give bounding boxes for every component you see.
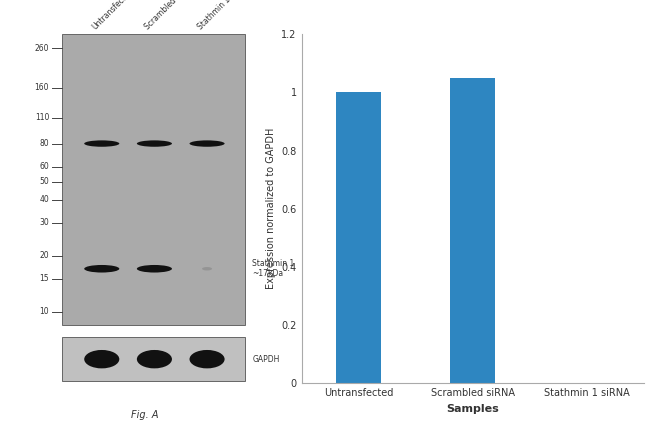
Text: 20: 20 bbox=[40, 251, 49, 260]
Ellipse shape bbox=[84, 350, 120, 368]
Text: 50: 50 bbox=[40, 177, 49, 186]
Text: GAPDH: GAPDH bbox=[252, 355, 280, 364]
Text: Fig. A: Fig. A bbox=[131, 410, 158, 420]
Bar bbox=[336, 92, 382, 383]
Text: Untransfected: Untransfected bbox=[90, 0, 135, 31]
Ellipse shape bbox=[190, 140, 225, 147]
Text: 60: 60 bbox=[40, 162, 49, 171]
Text: 10: 10 bbox=[40, 307, 49, 316]
Ellipse shape bbox=[137, 350, 172, 368]
Ellipse shape bbox=[190, 350, 225, 368]
Ellipse shape bbox=[202, 267, 212, 271]
Ellipse shape bbox=[137, 265, 172, 273]
Text: Scrambled siRNA: Scrambled siRNA bbox=[143, 0, 196, 31]
Text: 110: 110 bbox=[34, 113, 49, 122]
Text: Stathmin 1
~17kDa: Stathmin 1 ~17kDa bbox=[252, 259, 294, 279]
Y-axis label: Expression normalized to GAPDH: Expression normalized to GAPDH bbox=[266, 128, 276, 289]
Ellipse shape bbox=[137, 140, 172, 147]
Text: 80: 80 bbox=[40, 139, 49, 148]
Bar bbox=[450, 78, 495, 383]
Text: 30: 30 bbox=[40, 219, 49, 227]
Ellipse shape bbox=[84, 140, 120, 147]
Text: 160: 160 bbox=[34, 83, 49, 92]
Bar bbox=[62, 337, 244, 381]
Text: 260: 260 bbox=[34, 44, 49, 53]
Text: 40: 40 bbox=[40, 195, 49, 204]
Bar bbox=[62, 34, 244, 325]
Ellipse shape bbox=[84, 265, 120, 273]
Text: 15: 15 bbox=[40, 274, 49, 283]
X-axis label: Samples: Samples bbox=[446, 404, 499, 414]
Text: Stathmin 1 siRNA: Stathmin 1 siRNA bbox=[196, 0, 250, 31]
